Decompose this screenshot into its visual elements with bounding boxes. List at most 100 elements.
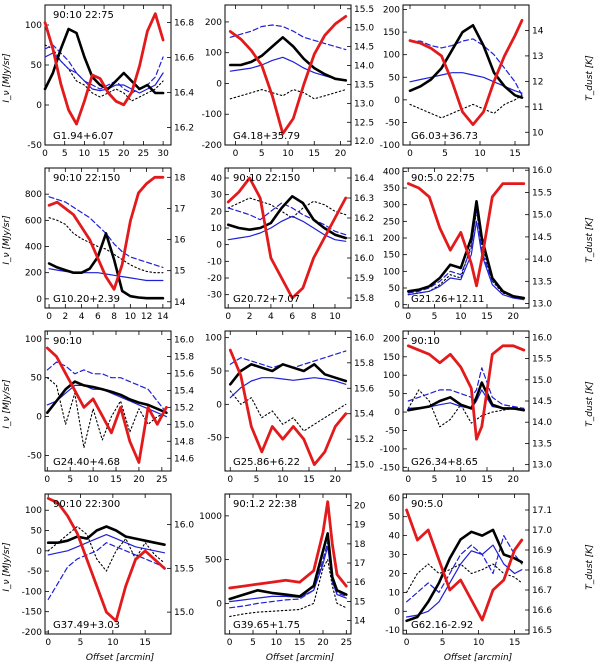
x-tick-label: 0: [46, 312, 52, 322]
x-tick-label: 25: [341, 638, 352, 648]
panel-G24.40+4.68: 0 5 10 15 20 25 -50 0 50 100 14.6 14.8 15.0 15.2 15.4 1…: [25, 330, 194, 485]
y2-tick-label: 14.0: [532, 418, 552, 428]
x-tick-label: 5: [432, 475, 438, 485]
x-tick-label: 10: [455, 312, 467, 322]
y2-tick-label: 16.6: [532, 606, 552, 616]
xlabel-col-1: Offset [arcmin]: [86, 653, 155, 663]
series-red: [228, 14, 348, 136]
y2-tick-label: 15.0: [532, 211, 552, 221]
y2-tick-label: 13.5: [532, 439, 552, 449]
y2-tick-label: 14.0: [532, 255, 552, 265]
series-dotted: [229, 390, 347, 432]
y-tick-label: 0: [394, 607, 400, 617]
y-tick-label: 30: [389, 551, 401, 561]
series-blue: [229, 545, 347, 603]
y2-tick-label: 15.5: [354, 5, 374, 15]
y2-tick-label: 17.0: [532, 526, 552, 536]
series-red: [408, 18, 524, 126]
x-tick-label: 5: [432, 312, 438, 322]
x-tick-label: 4: [268, 312, 274, 322]
y-tick-label: 200: [205, 18, 222, 28]
y-tick-label: 800: [25, 190, 42, 200]
series-black: [408, 23, 524, 99]
y2-tick-label: 14.5: [354, 43, 374, 53]
y2-tick-label: 16.0: [354, 333, 374, 343]
x-tick-label: 5: [67, 475, 73, 485]
series-dashed: [406, 534, 523, 603]
panel-frame: [44, 330, 172, 472]
series-black: [45, 380, 168, 415]
x-tick-label: 10: [282, 149, 294, 159]
y2-tick-label: 11: [532, 103, 543, 113]
y-tick-label: 0: [216, 79, 222, 89]
y2-tick-label: 16.0: [174, 521, 194, 531]
series-black: [226, 195, 348, 240]
y2label-row-1: T_dust [K]: [585, 55, 595, 101]
panel-G4.18+35.79: 0 5 10 15 20 -200 -100 0 100 200 12.0 12.5 13.0 13.5 1…: [202, 4, 374, 159]
series-blue: [407, 220, 525, 301]
series-dashed: [47, 542, 166, 601]
panel-G10.20+2.39: 0 2 4 6 8 10 12 140200400600800141516171890:10 …: [25, 167, 186, 322]
panel-G39.65+1.75: 0 5 10 15 20 25 0 500 1000 14 15 16 17 18 19 20 90:1.2 2…: [199, 493, 366, 648]
x-tick-label: 5: [254, 475, 260, 485]
y2-tick-label: 15.0: [354, 24, 374, 34]
y-tick-label: 400: [383, 167, 400, 177]
series-blue: [406, 544, 523, 618]
x-tick-label: 14: [157, 312, 169, 322]
x-tick-label: 5: [259, 149, 265, 159]
y-tick-label: 200: [383, 6, 400, 16]
y-tick-label: 50: [389, 73, 401, 83]
y2-tick-label: 16.0: [532, 333, 552, 343]
x-tick-label: 15: [110, 475, 121, 485]
x-tick-label: 6: [95, 312, 101, 322]
x-tick-label: 0: [404, 638, 410, 648]
x-tick-label: 20: [317, 638, 329, 648]
x-tick-label: 15: [509, 638, 520, 648]
y-tick-label: 50: [389, 390, 401, 400]
series-dashed: [229, 24, 347, 51]
y2-tick-label: 16.8: [532, 566, 552, 576]
y2-tick-label: 16.6: [174, 54, 194, 64]
y-tick-label: 200: [25, 269, 42, 279]
panel-G6.03+36.73: 0 5 10 15 -100 -50 0 50 100 150 200 10 11 12 13 14 G6.03…: [380, 4, 544, 159]
y2-tick-label: 14: [174, 298, 186, 308]
series-blue: [47, 533, 166, 556]
series-black: [406, 381, 526, 412]
y-tick-label: 100: [205, 334, 222, 344]
y-tick-label: 0: [36, 295, 42, 305]
y2-tick-label: 16.8: [174, 19, 194, 29]
panel-name: G10.20+2.39: [53, 294, 120, 305]
x-tick-label: 5: [440, 638, 446, 648]
y-tick-label: -200: [22, 628, 43, 638]
x-tick-label: 10: [455, 475, 467, 485]
x-tick-label: 10: [125, 312, 137, 322]
x-tick-label: 15: [139, 638, 150, 648]
y-tick-label: 20: [389, 569, 401, 579]
x-tick-label: 4: [79, 312, 85, 322]
series-black: [46, 525, 166, 547]
y-tick-label: -200: [202, 141, 223, 151]
panel-frame: [44, 167, 172, 309]
x-tick-label: 2: [62, 312, 68, 322]
ylabel-row-1: I_ν [MJy/sr]: [2, 53, 12, 103]
series-black: [47, 232, 165, 300]
y-tick-label: 30: [211, 191, 223, 201]
x-tick-label: 20: [508, 312, 520, 322]
y2label-row-4: T_dust [K]: [585, 544, 595, 590]
y2-tick-label: 17: [354, 559, 365, 569]
y2-tick-label: 17.1: [532, 506, 552, 516]
y2-tick-label: 16.9: [532, 546, 552, 556]
panel-G1.94+6.07: 0 5 10 15 20 25 30-5005010016.216.416.616.890:…: [25, 4, 194, 159]
x-tick-label: 15: [98, 149, 109, 159]
y-tick-label: -50: [207, 434, 222, 444]
panels: 0 5 10 15 20 25 30-5005010016.216.416.616.890:…: [22, 4, 552, 648]
y2-tick-label: 14.5: [532, 233, 552, 243]
panel-G62.16-2.92: 0 5 10 15 -10 0 10 20 30 40 50 60 16.5 16.6 16.7 16.8 16…: [385, 493, 552, 648]
x-tick-label: 0: [225, 312, 231, 322]
panel-G26.34+8.65: 0 5 10 15 20 -150 -100 -50 0 50 100 150 200 13.0 13.5 1…: [380, 330, 552, 485]
y2-tick-label: 15.6: [354, 384, 374, 394]
x-tick-label: 10: [271, 638, 283, 648]
series-red: [406, 182, 526, 288]
x-tick-label: 10: [473, 638, 485, 648]
